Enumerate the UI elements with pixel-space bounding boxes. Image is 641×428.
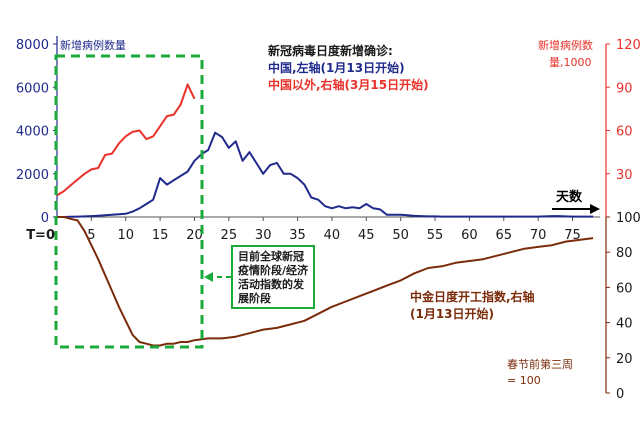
x-axis-tick-label: 5 xyxy=(87,228,95,243)
left-axis-tick-label: 4000 xyxy=(16,125,49,140)
x-axis-tick-label: 10 xyxy=(117,228,134,243)
right-axis-name-bottom: 量,1000 xyxy=(549,56,592,69)
x-axis-tick-label: 65 xyxy=(495,228,512,243)
right-axis-bottom-tick-label: 20 xyxy=(616,352,633,367)
x-axis-tick-label: 20 xyxy=(186,228,203,243)
series-line-2 xyxy=(57,216,594,347)
x-arrow-head xyxy=(590,204,600,214)
x-axis-tick-label: 70 xyxy=(530,228,547,243)
green-annotation-arrowhead xyxy=(204,272,213,282)
series-line-1 xyxy=(56,83,196,197)
x-arrow-label: 天数 xyxy=(556,190,583,205)
left-axis-tick-label: 0 xyxy=(41,211,49,226)
baseline-label-1: 春节前第三周 xyxy=(507,358,573,371)
x-axis-start-label: T=0 xyxy=(26,228,55,243)
brown-series-label-1: 中金日度开工指数,右轴 xyxy=(410,290,535,304)
baseline-label-2: = 100 xyxy=(507,374,541,387)
right-axis-bottom-tick-label: 40 xyxy=(616,317,633,332)
right-axis-bottom-tick-label: 80 xyxy=(616,246,633,261)
green-dashed-box xyxy=(54,54,204,349)
x-axis-tick-label: 25 xyxy=(221,228,238,243)
overlay xyxy=(54,54,600,349)
x-axis-tick-label: 40 xyxy=(324,228,341,243)
plot-area xyxy=(56,83,594,347)
right-axis-top-tick-label: 60 xyxy=(616,125,633,140)
x-axis-tick-label: 30 xyxy=(255,228,272,243)
chart-title: 新冠病毒日度新增确诊: xyxy=(268,44,393,58)
x-axis-tick-label: 55 xyxy=(427,228,444,243)
x-axis-tick-label: 50 xyxy=(392,228,409,243)
left-axis-tick-label: 8000 xyxy=(16,38,49,53)
left-axis-tick-label: 6000 xyxy=(16,81,49,96)
green-annotation-box xyxy=(231,245,315,309)
x-axis-tick-label: 45 xyxy=(358,228,375,243)
series-line-0 xyxy=(57,131,594,218)
x-axis-tick-label: 60 xyxy=(461,228,478,243)
green-box-annotation: 目前全球新冠疫情阶段/经济活动指数的发展阶段 xyxy=(238,250,309,305)
right-axis-bottom-tick-label: 100 xyxy=(616,211,641,226)
left-axis-tick-label: 2000 xyxy=(16,168,49,183)
axes: 0 2000 4000 6000 8000 30 60 90 120 0 20 40 60 80 100 T=… xyxy=(16,36,641,402)
left-axis-name: 新增病例数量 xyxy=(60,39,126,52)
legend-outside-china: 中国以外,右轴(3月15日开始) xyxy=(268,78,429,92)
right-axis-name-top: 新增病例数 xyxy=(538,39,593,52)
right-axis-top-tick-label: 120 xyxy=(616,38,641,53)
x-axis-tick-label: 35 xyxy=(289,228,306,243)
right-axis-bottom-tick-label: 60 xyxy=(616,281,633,296)
legend-china: 中国,左轴(1月13日开始) xyxy=(268,61,405,75)
x-axis-tick-label: 15 xyxy=(152,228,169,243)
right-axis-bottom-tick-label: 0 xyxy=(616,387,624,402)
brown-series-label-2: (1月13日开始) xyxy=(410,307,495,321)
right-axis-top-tick-label: 30 xyxy=(616,168,633,183)
right-axis-top-tick-label: 90 xyxy=(616,81,633,96)
